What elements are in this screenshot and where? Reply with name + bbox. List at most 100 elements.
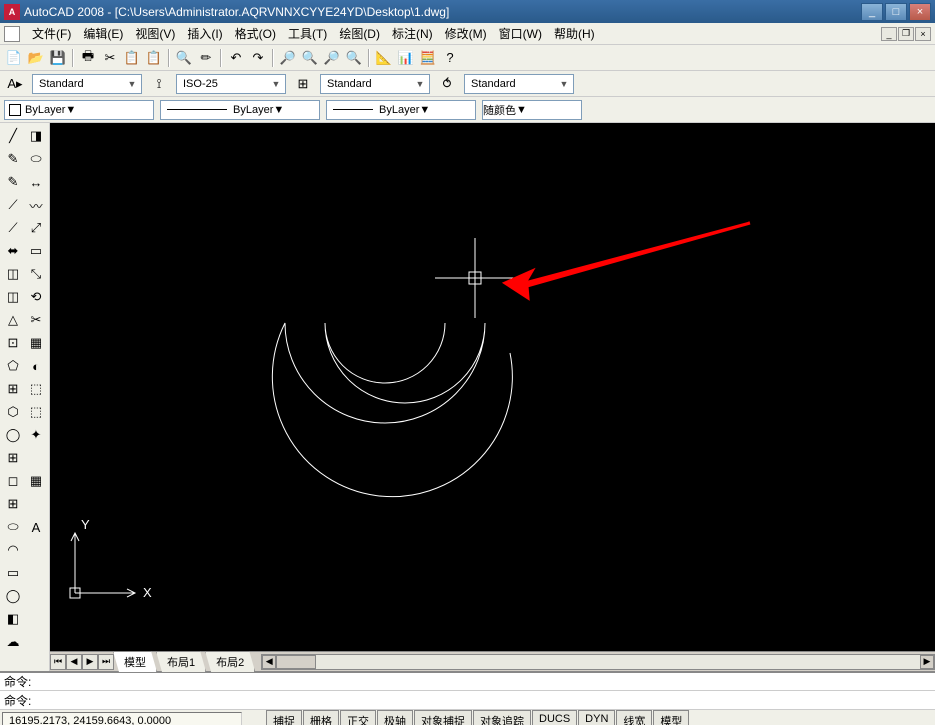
table-style-icon[interactable]: ⊞ <box>292 74 314 94</box>
scroll-left-button[interactable]: ◀ <box>262 655 276 669</box>
menu-item[interactable]: 插入(I) <box>181 23 228 44</box>
modify-tool-button[interactable]: ↔ <box>25 171 47 193</box>
minimize-button[interactable]: _ <box>861 3 883 21</box>
draw-tool-button[interactable]: ◫ <box>2 263 24 285</box>
draw-tool-button[interactable]: ◠ <box>2 539 24 561</box>
draw-tool-button[interactable]: ✦ <box>25 424 47 446</box>
toolbar-button[interactable]: 📋 <box>122 48 142 68</box>
modify-tool-button[interactable]: ◧ <box>2 608 24 630</box>
modify-tool-button[interactable]: ✂ <box>25 309 47 331</box>
modify-tool-button[interactable]: ◯ <box>2 424 24 446</box>
doc-minimize-button[interactable]: _ <box>881 27 897 41</box>
dim-style-icon[interactable]: ⟟ <box>148 74 170 94</box>
status-toggle[interactable]: DUCS <box>532 710 577 725</box>
draw-tool-button[interactable]: ▦ <box>25 332 47 354</box>
layout-tab[interactable]: 布局2 <box>205 651 255 672</box>
modify-tool-button[interactable]: ⤢ <box>25 217 47 239</box>
toolbar-button[interactable]: 🖶 <box>78 48 98 68</box>
layer-dropdown[interactable]: ByLayer ▼ <box>4 100 154 120</box>
draw-tool-button[interactable]: ⊞ <box>2 493 24 515</box>
draw-tool-button[interactable]: ⊞ <box>2 447 24 469</box>
maximize-button[interactable]: □ <box>885 3 907 21</box>
toolbar-button[interactable]: ↷ <box>248 48 268 68</box>
modify-tool-button[interactable]: ✎ <box>2 148 24 170</box>
coordinate-display[interactable]: 16195.2173, 24159.6643, 0.0000 <box>2 712 242 725</box>
toolbar-button[interactable]: 📋 <box>144 48 164 68</box>
menu-item[interactable]: 标注(N) <box>386 23 439 44</box>
linetype-dropdown[interactable]: ByLayer ▼ <box>160 100 320 120</box>
draw-tool-button[interactable]: ◯ <box>2 585 24 607</box>
toolbar-button[interactable]: 📐 <box>374 48 394 68</box>
toolbar-button[interactable]: 🔍 <box>174 48 194 68</box>
command-input-line[interactable]: 命令: <box>0 691 935 709</box>
lineweight-dropdown[interactable]: ByLayer ▼ <box>326 100 476 120</box>
toolbar-button[interactable]: 📊 <box>396 48 416 68</box>
modify-tool-button[interactable]: ⤡ <box>25 263 47 285</box>
modify-tool-button[interactable]: ◐ <box>25 355 47 377</box>
draw-tool-button[interactable]: 〰 <box>25 194 47 216</box>
status-toggle[interactable]: 对象追踪 <box>473 710 531 725</box>
draw-tool-button[interactable]: △ <box>2 309 24 331</box>
toolbar-button[interactable]: ↶ <box>226 48 246 68</box>
menu-item[interactable]: 文件(F) <box>26 23 77 44</box>
modify-tool-button[interactable]: ◨ <box>25 125 47 147</box>
tab-prev-button[interactable]: ◀ <box>66 654 82 670</box>
doc-close-button[interactable]: × <box>915 27 931 41</box>
menu-item[interactable]: 视图(V) <box>129 23 181 44</box>
draw-tool-button[interactable]: ⬭ <box>25 148 47 170</box>
layout-tab[interactable]: 模型 <box>113 651 157 672</box>
modify-tool-button[interactable]: ◫ <box>2 286 24 308</box>
modify-tool-button[interactable]: ⊡ <box>2 332 24 354</box>
menu-item[interactable]: 格式(O) <box>229 23 282 44</box>
doc-restore-button[interactable]: ❐ <box>898 27 914 41</box>
toolbar-button[interactable]: ? <box>440 48 460 68</box>
status-toggle[interactable]: 栅格 <box>303 710 339 725</box>
draw-tool-button[interactable]: ✎ <box>2 171 24 193</box>
status-toggle[interactable]: 极轴 <box>377 710 413 725</box>
modify-tool-button[interactable]: ⊞ <box>2 378 24 400</box>
modify-tool-button[interactable]: ⬭ <box>2 516 24 538</box>
scroll-thumb[interactable] <box>276 655 316 669</box>
status-toggle[interactable]: 捕捉 <box>266 710 302 725</box>
menu-item[interactable]: 修改(M) <box>439 23 493 44</box>
tab-first-button[interactable]: ⏮ <box>50 654 66 670</box>
modify-tool-button[interactable]: ⟋ <box>2 194 24 216</box>
status-toggle[interactable]: DYN <box>578 710 615 725</box>
horizontal-scrollbar[interactable]: ◀ ▶ <box>261 654 935 670</box>
menu-item[interactable]: 窗口(W) <box>493 23 548 44</box>
toolbar-button[interactable]: 📄 <box>4 48 24 68</box>
status-toggle[interactable]: 对象捕捉 <box>414 710 472 725</box>
menu-item[interactable]: 绘图(D) <box>333 23 386 44</box>
status-toggle[interactable]: 正交 <box>340 710 376 725</box>
table-style-dropdown[interactable]: Standard ▼ <box>320 74 430 94</box>
menu-item[interactable]: 帮助(H) <box>548 23 601 44</box>
draw-tool-button[interactable]: ╱ <box>2 125 24 147</box>
draw-tool-button[interactable]: ▦ <box>25 470 47 492</box>
layout-tab[interactable]: 布局1 <box>156 651 206 672</box>
modify-tool-button[interactable]: ▭ <box>2 562 24 584</box>
toolbar-button[interactable]: ✏ <box>196 48 216 68</box>
toolbar-button[interactable]: 🧮 <box>418 48 438 68</box>
tab-next-button[interactable]: ▶ <box>82 654 98 670</box>
draw-tool-button[interactable]: ⬠ <box>2 355 24 377</box>
scroll-right-button[interactable]: ▶ <box>920 655 934 669</box>
text-style-icon[interactable]: A▸ <box>4 74 26 94</box>
menu-item[interactable]: 编辑(E) <box>77 23 129 44</box>
toolbar-button[interactable]: 📂 <box>26 48 46 68</box>
ml-style-icon[interactable]: ⥀ <box>436 74 458 94</box>
draw-tool-button[interactable]: ⬚ <box>25 378 47 400</box>
close-button[interactable]: × <box>909 3 931 21</box>
menu-item[interactable]: 工具(T) <box>282 23 333 44</box>
tab-last-button[interactable]: ⏭ <box>98 654 114 670</box>
color-dropdown[interactable]: 随颜色 ▼ <box>482 100 582 120</box>
toolbar-button[interactable]: 💾 <box>48 48 68 68</box>
draw-tool-button[interactable]: ⬡ <box>2 401 24 423</box>
toolbar-button[interactable]: 🔍 <box>344 48 364 68</box>
draw-tool-button[interactable]: ⟋ <box>2 217 24 239</box>
draw-tool-button[interactable]: A <box>25 516 47 538</box>
drawing-canvas[interactable]: XY <box>50 123 935 651</box>
dim-style-dropdown[interactable]: ISO-25 ▼ <box>176 74 286 94</box>
toolbar-button[interactable]: ✂ <box>100 48 120 68</box>
status-toggle[interactable]: 模型 <box>653 710 689 725</box>
draw-tool-button[interactable]: ⟲ <box>25 286 47 308</box>
